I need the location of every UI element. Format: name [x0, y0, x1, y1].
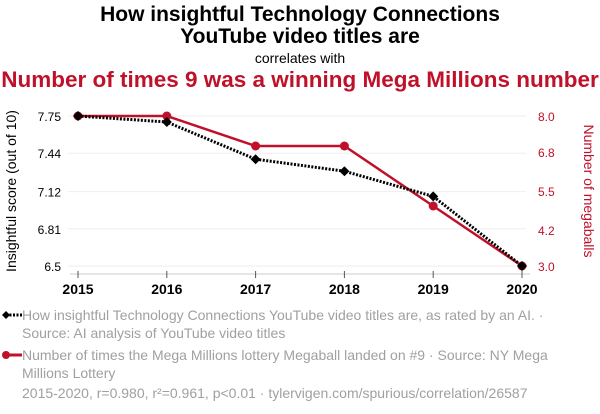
y-tick-label-right: 8.0 [538, 110, 555, 124]
data-point-insightful [250, 154, 261, 165]
data-point-insightful [517, 261, 527, 271]
x-tick-label: 2016 [151, 281, 182, 297]
x-tick-label: 2020 [506, 281, 537, 297]
y-tick-label-left: 7.44 [38, 147, 62, 161]
chart-title-line2: YouTube video titles are [180, 25, 420, 48]
data-point-megaball [162, 111, 172, 121]
data-point-megaball [339, 141, 349, 151]
x-tick-label: 2017 [240, 281, 271, 297]
footer-stats: 2015-2020, r=0.980, r²=0.961, p<0.01 · t… [22, 385, 528, 401]
y-tick-label-left: 7.75 [38, 110, 62, 124]
y-axis-label-right: Number of megaballs [581, 124, 597, 257]
legend-label-insightful: How insightful Technology Connections Yo… [22, 307, 544, 341]
data-point-megaball [428, 201, 438, 211]
chart-area: 6.5 6.81 7.12 7.44 7.75 3.0 4.2 5.5 6.8 8.0 2015 20… [3, 110, 597, 297]
series-group [73, 111, 527, 271]
data-point-insightful [339, 166, 350, 177]
y-tick-label-right: 4.2 [538, 224, 555, 238]
series-line-insightful [77, 114, 523, 268]
legend-marker-circle-icon [2, 351, 22, 359]
legend-marker-diamond-icon [2, 311, 22, 319]
y-tick-label-right: 3.0 [538, 260, 555, 274]
legend-item-megaball: Number of times the Mega Millions lotter… [2, 346, 562, 382]
data-point-insightful [428, 191, 439, 202]
legend-item-insightful: How insightful Technology Connections Yo… [2, 306, 562, 342]
y-tick-label-left: 7.12 [38, 186, 62, 200]
data-point-megaball [251, 141, 261, 151]
chart-title-secondary: Number of times 9 was a winning Mega Mil… [1, 67, 599, 92]
y-tick-label-right: 5.5 [538, 185, 555, 199]
x-tick-label: 2019 [418, 281, 449, 297]
axes: 6.5 6.81 7.12 7.44 7.75 3.0 4.2 5.5 6.8 8.0 2015 20… [38, 110, 555, 297]
grid-lines [68, 115, 526, 267]
series-line-megaball [78, 114, 523, 268]
legend-label-megaball: Number of times the Mega Millions lotter… [22, 347, 548, 381]
y-tick-label-left: 6.81 [38, 223, 62, 237]
chart-title-line1: How insightful Technology Connections [100, 3, 500, 26]
x-tick-label: 2015 [62, 281, 93, 297]
y-tick-label-right: 6.8 [538, 146, 555, 160]
chart-subtitle: correlates with [254, 50, 346, 66]
y-axis-label-left: Insightful score (out of 10) [3, 110, 19, 272]
x-tick-label: 2018 [329, 281, 360, 297]
y-tick-label-left: 6.5 [44, 260, 61, 274]
data-point-insightful [73, 111, 83, 121]
data-point-insightful [161, 117, 172, 127]
